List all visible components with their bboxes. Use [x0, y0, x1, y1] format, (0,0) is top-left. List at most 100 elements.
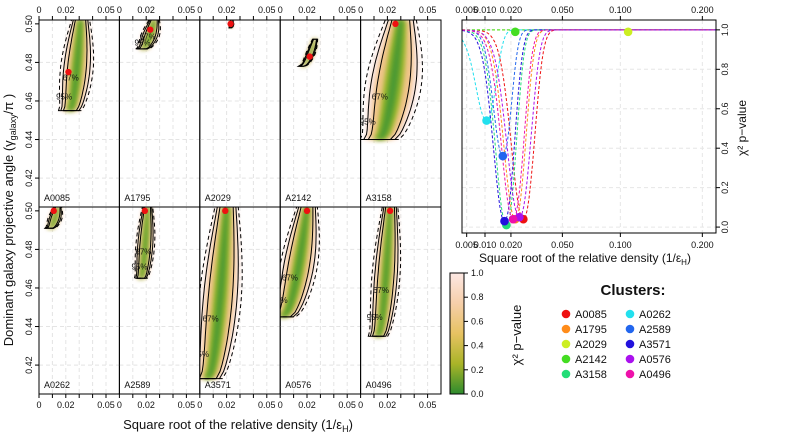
left-axes: 000.020.020.050.05000.020.020.050.05000.…: [24, 5, 436, 410]
legend-label-a2142: A2142: [575, 354, 607, 366]
contour-label-67: 67%: [140, 32, 156, 41]
panel-a0576: 67% 95% A0576: [272, 206, 362, 395]
x-tick-label-bottom: 0.200: [691, 240, 714, 250]
contour-label-95: 95%: [367, 313, 383, 322]
panel-body: [280, 20, 361, 207]
colorbar-tick-label: 0.2: [471, 365, 484, 375]
pvalue-band-inner: [300, 39, 316, 67]
colorbar: 0.0 0.2 0.4 0.6 0.8 1.0: [449, 268, 484, 399]
best-fit-point: [227, 20, 234, 28]
contour-99-dashed: [280, 207, 320, 318]
panel-label: A0576: [285, 380, 311, 390]
legend-label-a0576: A0576: [639, 354, 671, 366]
best-fit-point: [306, 53, 313, 60]
x-tick-label-top: 0.05: [178, 5, 196, 15]
contour-label-95: 95%: [135, 38, 151, 47]
x-tick-label-bottom: 0.02: [57, 400, 75, 410]
legend-title: Clusters:: [600, 282, 665, 299]
x-tick-label-bottom: 0: [197, 400, 202, 410]
contour-99-dashed: [134, 20, 161, 50]
best-fit-point: [222, 207, 229, 215]
legend-marker-a0496: [625, 369, 635, 379]
x-tick-label-top: 0.05: [97, 5, 115, 15]
y-tick-label: 0.42: [24, 169, 34, 187]
panel-body: 67%95%: [119, 20, 200, 207]
legend-marker-a3158: [561, 369, 571, 379]
y-tick-label: 0.6: [720, 102, 730, 115]
contour-99-dashed: [296, 38, 319, 67]
contour-67: [280, 207, 314, 318]
x-tick-label-top: 0.010: [474, 5, 497, 15]
panel-label: A0496: [366, 380, 392, 390]
panel-body: 67%95%: [199, 207, 281, 394]
x-tick-label-top: 0.05: [338, 5, 356, 15]
x-tick-label-bottom: 0.020: [500, 240, 523, 250]
panel-a0496: 67% 95% A0496: [360, 206, 442, 395]
pvalue-curve-a0496: [461, 29, 716, 220]
x-tick-label-top: 0: [117, 5, 122, 15]
contour-67: [136, 20, 158, 50]
panel-body: [39, 207, 120, 394]
x-tick-label-top: 0.02: [298, 5, 316, 15]
legend-marker-a2142: [561, 354, 571, 364]
contour-67: [199, 207, 235, 380]
colorbar-tick-label: 0.4: [471, 341, 484, 351]
panel-body: [199, 20, 281, 207]
right-plot: 0.0050.0050.0100.0100.0200.0200.0500.050…: [455, 5, 730, 250]
contour-99-dashed: [360, 20, 424, 140]
min-point-a2029: [623, 27, 633, 37]
colorbar-tick-label: 0.0: [471, 389, 484, 399]
contour-label-95: 95%: [360, 118, 376, 127]
y-tick-label: 0.4: [720, 142, 730, 155]
contour-67: [45, 207, 61, 229]
x-tick-label-top: 0: [197, 5, 202, 15]
x-tick-label-top: 0.200: [691, 5, 714, 15]
legend-label-a3571: A3571: [639, 339, 671, 351]
x-tick-label-bottom: 0.02: [298, 400, 316, 410]
y-tick-label: 0.50: [24, 15, 34, 33]
x-tick-label-bottom: 0.010: [474, 240, 497, 250]
panel-label: A3571: [205, 380, 231, 390]
contour-label-67: 67%: [135, 248, 151, 257]
colorbar-tick-label: 1.0: [471, 268, 484, 278]
colorbar-ramp: [449, 272, 465, 395]
contour-95: [369, 207, 399, 337]
left-x-axis-label: Square root of the relative density (1/ε…: [123, 417, 353, 434]
panel-body: 67%95%: [39, 20, 120, 207]
x-tick-label-top: 0.020: [500, 5, 523, 15]
x-tick-label-top: 0.05: [419, 5, 437, 15]
y-tick-label: 0.2: [720, 181, 730, 194]
right-x-axis-label: Square root of the relative density (1/ε…: [479, 251, 691, 267]
left-y-axis-label: Dominant galaxy projective angle (γgalax…: [1, 94, 18, 346]
y-tick-label: 1.0: [720, 24, 730, 37]
contour-label-95: 95%: [272, 296, 288, 305]
x-tick-label-bottom: 0.05: [97, 400, 115, 410]
colorbar-tick-label: 0.8: [471, 292, 484, 302]
contour-99-dashed: [43, 207, 64, 229]
legend-marker-a0262: [625, 309, 635, 319]
x-tick-label-bottom: 0: [358, 400, 363, 410]
panel-body: 67%95%: [272, 207, 361, 394]
min-point-a3571: [500, 216, 509, 226]
contour-95: [280, 207, 317, 318]
x-tick-label-top: 0: [36, 5, 41, 15]
x-tick-label-top: 0.02: [218, 5, 236, 15]
x-tick-label-top: 0: [358, 5, 363, 15]
x-tick-label-bottom: 0.005: [455, 240, 478, 250]
legend: Clusters: A0085 A1795 A2029 A2142 A3158 A0262…: [561, 282, 671, 381]
contour-label-95: 95%: [131, 262, 147, 271]
best-fit-point: [141, 207, 149, 215]
contour-label-67: 67%: [63, 73, 79, 82]
contour-67: [136, 207, 152, 279]
contour-99-dashed: [133, 207, 156, 279]
contour-95: [44, 207, 62, 229]
x-tick-label-bottom: 0.100: [609, 240, 632, 250]
y-tick-label: 0.50: [24, 202, 34, 220]
y-tick-label: 0.46: [24, 92, 34, 110]
x-tick-label-top: 0.050: [551, 5, 574, 15]
contour-label-67: 67%: [203, 314, 219, 323]
y-tick-label: 0.48: [24, 54, 34, 72]
x-tick-label-top: 0.05: [258, 5, 276, 15]
